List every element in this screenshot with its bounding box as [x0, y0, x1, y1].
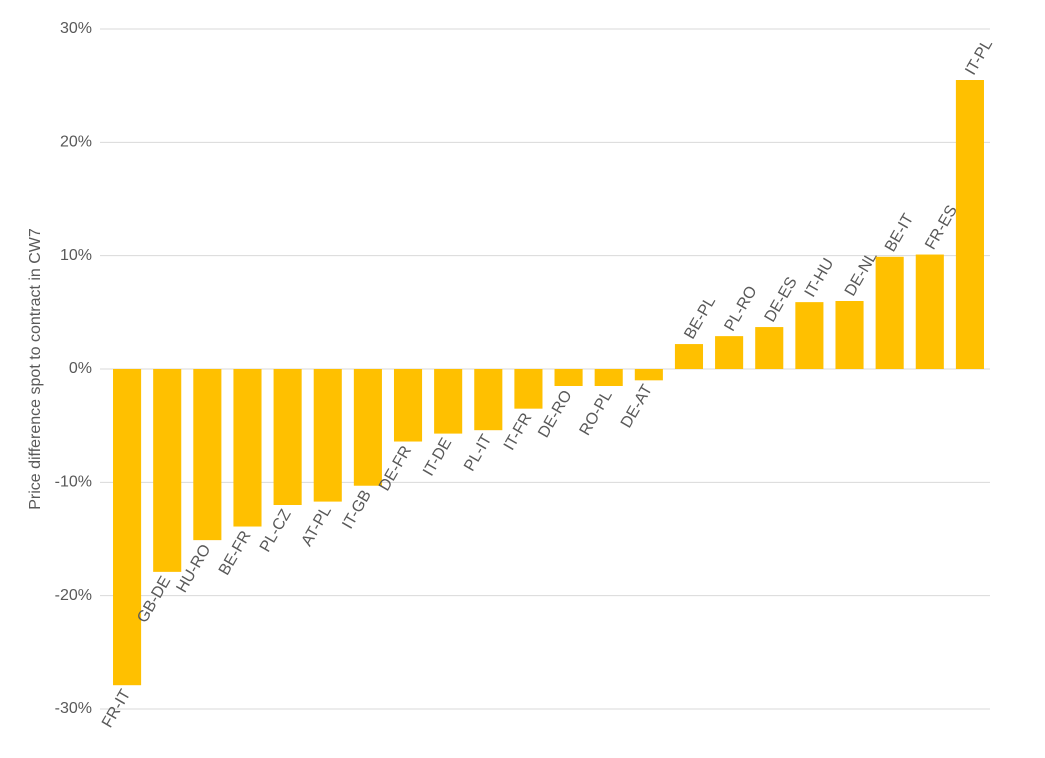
bar: [113, 369, 142, 686]
bar: [554, 369, 583, 386]
bar: [835, 301, 864, 369]
bar: [674, 344, 704, 369]
bar: [353, 369, 382, 486]
bar-label: IT-GB: [339, 487, 375, 532]
bar: [273, 369, 302, 505]
y-tick-label: -30%: [55, 700, 92, 717]
bar-label: FR-ES: [922, 203, 961, 253]
bar-label: BE-IT: [882, 211, 917, 255]
bar: [755, 327, 784, 369]
y-tick-label: 20%: [60, 134, 92, 151]
bar-label: IT-DE: [420, 435, 455, 479]
bar: [474, 369, 503, 431]
bar-label: RO-PL: [577, 388, 616, 439]
bar-label: DE-ES: [762, 274, 801, 325]
bar-label: BE-FR: [216, 528, 255, 578]
bar: [634, 369, 663, 381]
bar-label: IT-FR: [501, 410, 536, 453]
bar-label: PL-CZ: [257, 506, 295, 555]
bar: [434, 369, 463, 434]
bar-label: DE-AT: [618, 382, 656, 431]
bar: [594, 369, 623, 386]
y-tick-label: -20%: [55, 587, 92, 604]
bar: [393, 369, 423, 442]
y-tick-label: 0%: [69, 360, 92, 377]
bar: [313, 369, 342, 502]
bar-label: PL-IT: [461, 432, 495, 475]
bar-label: PL-RO: [722, 283, 761, 334]
bar-label: DE-NL: [842, 249, 881, 299]
y-tick-label: -10%: [55, 474, 92, 491]
bar: [233, 369, 262, 527]
bar: [715, 336, 744, 369]
bar: [915, 254, 944, 369]
y-tick-label: 10%: [60, 247, 92, 264]
y-tick-label: 30%: [60, 20, 92, 37]
y-axis-title: Price difference spot to contract in CW7: [27, 228, 44, 510]
bar-label: AT-PL: [299, 503, 335, 549]
bar: [875, 256, 904, 369]
bar: [514, 369, 543, 409]
bar: [193, 369, 222, 541]
bar-label: IT-HU: [802, 256, 838, 301]
bar: [795, 302, 824, 369]
bar-label: IT-PL: [962, 36, 996, 78]
bar: [955, 80, 984, 369]
bar: [153, 369, 182, 572]
bar-label: BE-PL: [681, 294, 719, 343]
